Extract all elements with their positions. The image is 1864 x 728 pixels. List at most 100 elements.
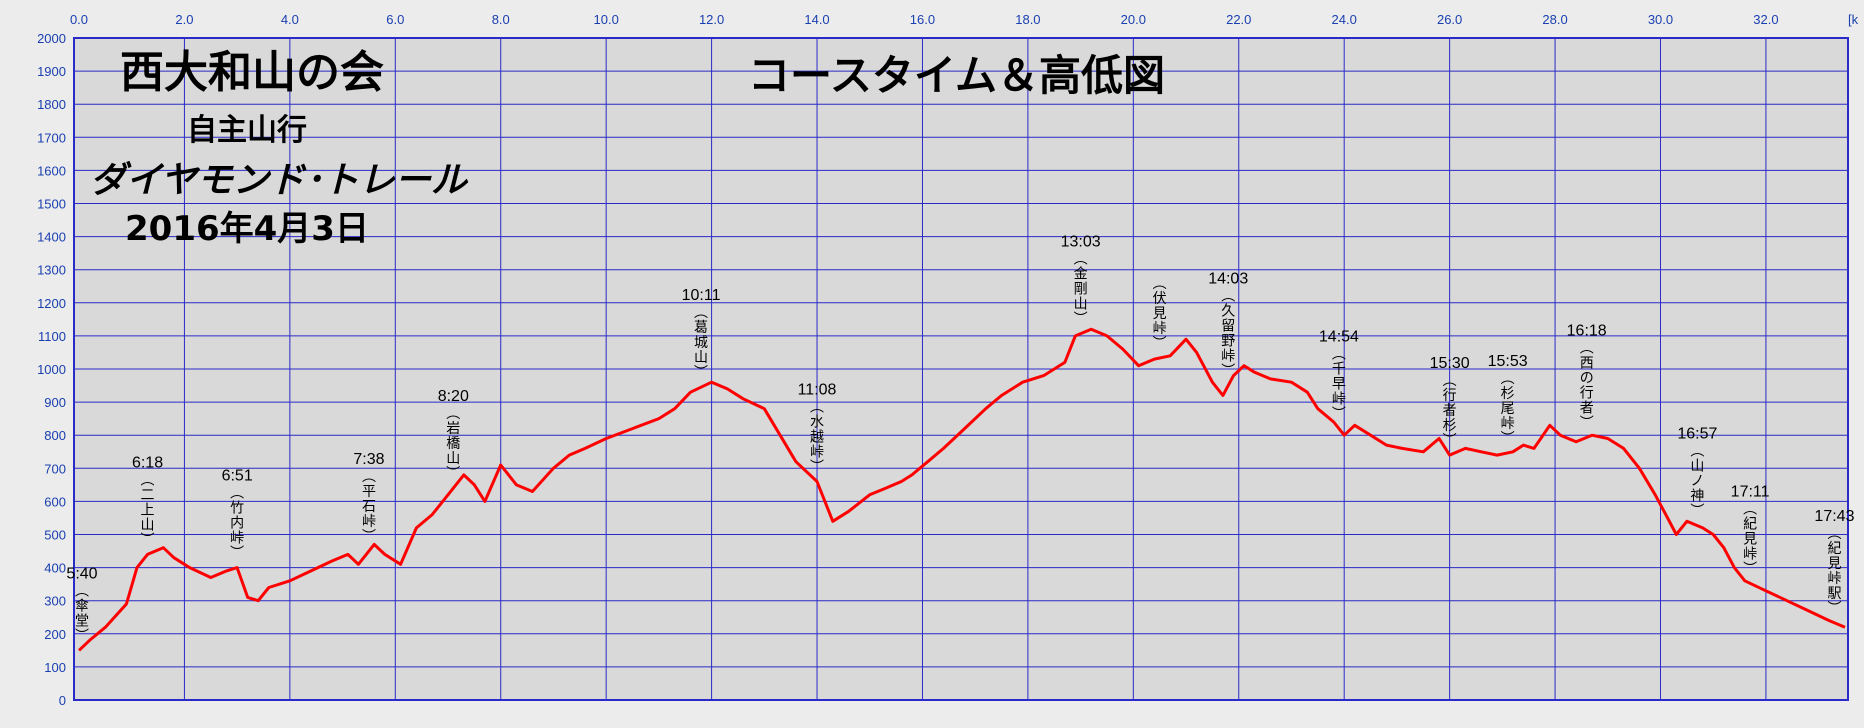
x-tick-label: 22.0 (1226, 12, 1251, 27)
waypoint-place-char: 峠 (810, 445, 824, 461)
grid-lines (74, 38, 1848, 700)
waypoint-place-char: ︶ (1443, 433, 1457, 449)
waypoint-time: 16:57 (1677, 426, 1717, 443)
waypoint-place-char: 剛 (1074, 282, 1088, 298)
x-tick-label: 18.0 (1015, 12, 1040, 27)
y-axis-ticks: 0 100 200 300 400 500 600 700 800 900 1000 1100 1200… (37, 31, 66, 708)
elevation-series-line (77, 327, 1846, 652)
waypoint-place-char: ︶ (1153, 336, 1167, 352)
waypoint-place-char: 者 (1443, 403, 1457, 419)
waypoint-place-char: 伏 (1153, 291, 1167, 307)
waypoint-place-char: ︶ (446, 466, 460, 482)
waypoint-place-char: ︵ (230, 486, 244, 502)
org-name: 西大和山の会 (120, 47, 384, 98)
waypoint-place-char: 山 (141, 517, 155, 533)
waypoint-place-char: 神 (1690, 489, 1704, 505)
x-tick-label: 10.0 (594, 12, 619, 27)
y-tick-label: 400 (44, 561, 66, 576)
y-tick-label: 200 (44, 627, 66, 642)
y-tick-label: 100 (44, 660, 66, 675)
x-tick-label: 24.0 (1332, 12, 1357, 27)
waypoint-place-char: ︶ (1690, 504, 1704, 520)
y-tick-label: 500 (44, 528, 66, 543)
x-tick-label: 6.0 (386, 12, 404, 27)
waypoint-place-char: ︶ (1332, 407, 1346, 423)
x-axis-ticks: 0.0 2.0 4.0 6.0 8.0 10.0 12.0 14.0 16.0 18.0 20.0 2… (70, 12, 1779, 27)
waypoint-place-char: ︶ (141, 532, 155, 548)
waypoint-place-char: 峠 (1332, 392, 1346, 408)
waypoint-place-char: 山 (1074, 297, 1088, 313)
waypoint-place-char: 久 (1221, 304, 1235, 320)
waypoint-place-char: 二 (141, 487, 155, 503)
waypoint-annotation: 15:30︵行者杉︶ (1430, 355, 1470, 449)
waypoint-place-char: の (1580, 370, 1594, 386)
waypoint-place-char: 堂 (75, 613, 89, 629)
x-tick-label: 14.0 (804, 12, 829, 27)
y-tick-label: 1600 (37, 163, 66, 178)
waypoint-place-char: 山 (1690, 459, 1704, 475)
waypoint-place-char: ︵ (1501, 371, 1515, 387)
waypoint-annotation: 14:54︵千早峠︶ (1319, 329, 1359, 423)
waypoint-place-char: ︵ (446, 406, 460, 422)
waypoint-place-char: 傘 (75, 598, 89, 614)
waypoint-place-char: ︵ (694, 305, 708, 321)
waypoint-time: 6:51 (222, 468, 253, 485)
waypoint-place-char: 峠 (1153, 321, 1167, 337)
y-tick-label: 1300 (37, 263, 66, 278)
x-tick-label: 12.0 (699, 12, 724, 27)
waypoint-annotation: 5:40︵傘堂︶ (66, 565, 97, 644)
waypoint-place-char: 峠 (362, 514, 376, 530)
waypoint-place-char: 内 (230, 516, 244, 532)
waypoint-place-char: 上 (141, 502, 155, 518)
waypoint-place-char: 尾 (1501, 401, 1515, 417)
waypoint-place-char: 駅 (1827, 586, 1841, 602)
waypoint-place-char: 岩 (446, 421, 460, 437)
waypoint-time: 16:18 (1567, 322, 1607, 339)
y-tick-label: 1200 (37, 296, 66, 311)
x-tick-label: 32.0 (1753, 12, 1778, 27)
y-tick-label: 900 (44, 395, 66, 410)
waypoint-place-char: ︵ (1690, 444, 1704, 460)
waypoint-place-char: 行 (1580, 385, 1594, 401)
waypoint-place-char: ︶ (230, 546, 244, 562)
waypoint-annotation: 6:51︵竹内峠︶ (222, 468, 253, 562)
waypoint-time: 17:43 (1814, 508, 1854, 525)
y-tick-label: 1500 (37, 197, 66, 212)
waypoint-place-char: ︵ (1443, 373, 1457, 389)
waypoint-place-char: ︵ (1221, 289, 1235, 305)
waypoint-place-char: 紀 (1743, 516, 1757, 532)
waypoint-place-char: 越 (810, 430, 824, 446)
waypoint-annotation: 10:11︵葛城山︶ (682, 287, 721, 381)
x-unit-label: [k (1848, 12, 1859, 27)
y-tick-label: 300 (44, 594, 66, 609)
y-tick-label: 700 (44, 461, 66, 476)
waypoint-time: 14:03 (1208, 271, 1248, 288)
waypoint-place-char: 橋 (446, 436, 460, 452)
waypoint-place-char: ︵ (1743, 501, 1757, 517)
waypoint-time: 15:53 (1488, 353, 1528, 370)
y-tick-label: 2000 (37, 31, 66, 46)
waypoint-place-char: 西 (1580, 355, 1594, 371)
waypoint-place-char: 山 (694, 350, 708, 366)
waypoint-place-char: ノ (1690, 474, 1704, 490)
waypoint-time: 7:38 (353, 451, 384, 468)
waypoint-time: 11:08 (798, 382, 837, 399)
waypoint-place-char: 石 (362, 499, 376, 515)
waypoint-place-char: 千 (1332, 362, 1346, 378)
waypoint-place-char: 城 (694, 335, 708, 351)
waypoint-place-char: ︶ (1221, 364, 1235, 380)
waypoint-annotation: 16:57︵山ノ神︶ (1677, 426, 1717, 520)
x-tick-label: 2.0 (175, 12, 193, 27)
waypoint-place-char: 見 (1153, 306, 1167, 322)
waypoint-place-char: ︶ (1827, 601, 1841, 617)
waypoint-place-char: ︵ (1153, 276, 1167, 292)
y-tick-label: 1900 (37, 64, 66, 79)
waypoint-place-char: ︵ (362, 469, 376, 485)
waypoint-place-char: 杉 (1443, 418, 1457, 434)
y-tick-label: 0 (59, 693, 66, 708)
waypoint-time: 14:54 (1319, 329, 1359, 346)
waypoint-place-char: 峠 (1827, 571, 1841, 587)
y-tick-label: 1100 (38, 329, 66, 344)
